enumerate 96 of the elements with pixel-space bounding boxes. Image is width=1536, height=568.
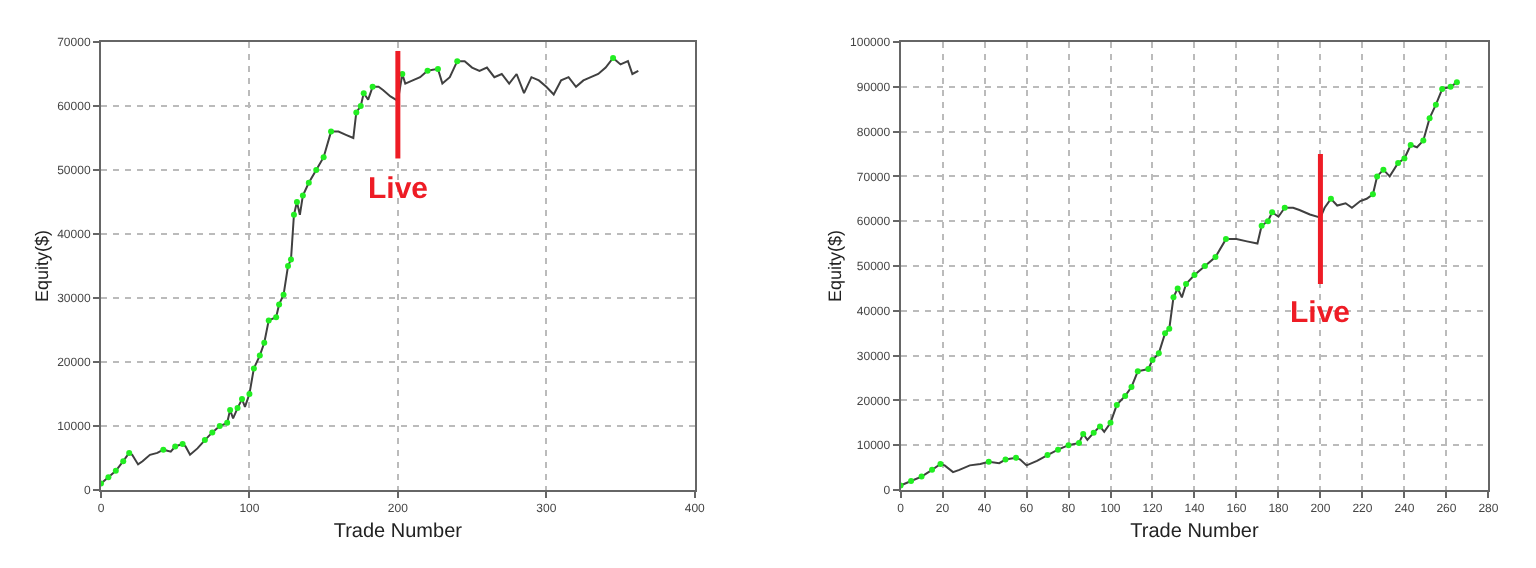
line-series — [900, 81, 1458, 487]
point — [1128, 383, 1135, 390]
point — [1401, 155, 1408, 162]
point — [1191, 271, 1198, 278]
point — [369, 83, 376, 90]
point — [1374, 173, 1381, 180]
point — [290, 211, 297, 218]
point — [1090, 429, 1097, 436]
point — [1327, 195, 1334, 202]
point — [1420, 137, 1427, 144]
point — [937, 461, 944, 468]
point — [126, 449, 133, 456]
point — [261, 339, 268, 346]
point — [172, 443, 179, 450]
point — [1453, 79, 1460, 86]
point — [1044, 452, 1051, 459]
point — [265, 317, 272, 324]
point — [1447, 83, 1454, 90]
point — [929, 466, 936, 473]
point — [201, 437, 208, 444]
point — [280, 291, 287, 298]
point — [105, 474, 112, 481]
point — [1155, 350, 1162, 357]
point — [273, 314, 280, 321]
point — [234, 405, 241, 412]
point — [328, 128, 335, 135]
point — [305, 179, 312, 186]
point — [276, 301, 283, 308]
point — [908, 478, 915, 485]
point — [1113, 401, 1120, 408]
point — [209, 429, 216, 436]
point — [1080, 431, 1087, 437]
point — [1201, 263, 1208, 269]
point — [120, 458, 127, 465]
point — [1013, 454, 1020, 461]
point — [424, 67, 431, 74]
point — [1166, 325, 1173, 332]
point — [224, 419, 231, 426]
point — [160, 446, 167, 453]
point — [360, 90, 367, 97]
point — [1264, 218, 1271, 225]
point — [239, 396, 245, 403]
point — [1281, 204, 1288, 211]
point — [1145, 366, 1152, 373]
point — [918, 473, 925, 480]
point — [112, 467, 119, 474]
point — [1407, 142, 1414, 149]
point — [353, 109, 360, 116]
point — [320, 154, 327, 161]
point — [1122, 392, 1129, 399]
point — [1432, 101, 1439, 108]
point — [1269, 209, 1276, 216]
point — [1107, 419, 1114, 426]
point — [285, 263, 292, 269]
point — [1380, 166, 1387, 173]
point — [610, 55, 617, 61]
ref-line-label: Live — [1290, 296, 1351, 330]
point — [227, 407, 234, 413]
point — [1439, 86, 1446, 93]
point — [1097, 423, 1103, 430]
point — [293, 199, 300, 205]
point — [1076, 439, 1082, 446]
y-axis-title: Equity($) — [824, 229, 845, 303]
point — [1002, 456, 1009, 463]
point — [313, 167, 320, 173]
point — [357, 103, 364, 109]
point — [1258, 222, 1265, 229]
point — [287, 256, 294, 263]
line-series — [100, 57, 640, 485]
point — [256, 352, 263, 359]
x-axis-title: Trade Number — [1130, 521, 1260, 544]
point — [250, 365, 257, 372]
point — [454, 58, 461, 65]
point — [1183, 280, 1190, 287]
x-axis-title: Trade Number — [333, 521, 464, 544]
point — [179, 440, 186, 447]
point — [1174, 285, 1181, 292]
point — [1065, 442, 1072, 449]
ref-line-label: Live — [368, 172, 429, 206]
point — [434, 65, 441, 72]
y-axis-title: Equity($) — [31, 229, 52, 303]
point — [1369, 191, 1376, 198]
point — [246, 391, 253, 397]
point — [985, 458, 992, 465]
point — [1212, 254, 1219, 261]
point — [1222, 236, 1229, 243]
point — [1395, 159, 1402, 166]
point — [1162, 330, 1169, 337]
point — [1055, 446, 1061, 453]
point — [1170, 294, 1177, 301]
point — [399, 71, 406, 77]
point — [1149, 357, 1156, 364]
point — [1426, 115, 1433, 122]
point — [1134, 368, 1141, 375]
point — [299, 192, 306, 199]
point — [216, 423, 223, 429]
